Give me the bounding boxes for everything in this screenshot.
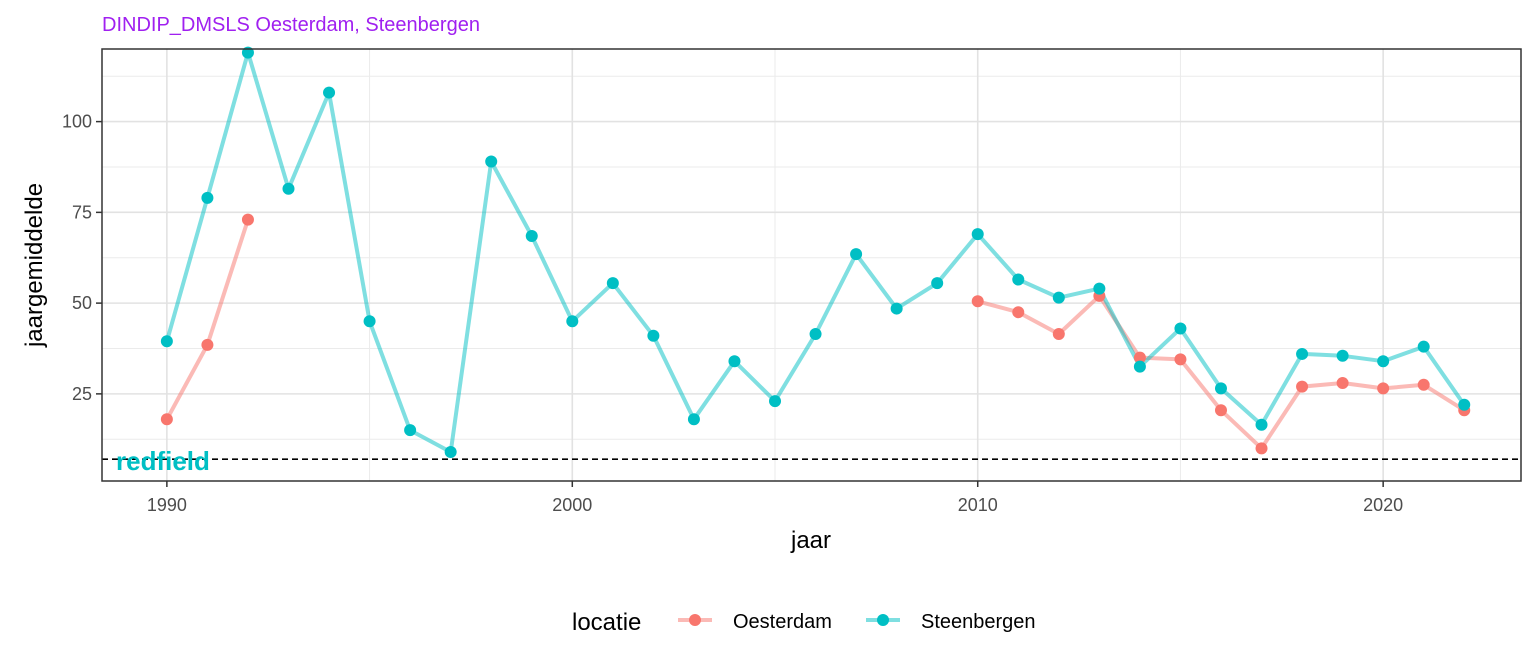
point-oesterdam-2016 [1214,404,1227,417]
x-tick-label: 2010 [958,495,998,515]
point-steenbergen-2001 [606,277,619,290]
point-steenbergen-2007 [850,248,863,261]
point-steenbergen-2020 [1377,355,1390,368]
point-steenbergen-2000 [566,315,579,328]
point-oesterdam-2015 [1174,353,1187,366]
point-steenbergen-2018 [1296,347,1309,360]
point-oesterdam-1990 [160,413,173,426]
legend: locatie Oesterdam Steenbergen [572,609,1036,636]
point-steenbergen-1991 [201,191,214,204]
y-tick-label: 75 [72,202,92,222]
point-oesterdam-2014 [1133,351,1146,364]
point-steenbergen-2004 [728,355,741,368]
point-steenbergen-2019 [1336,349,1349,362]
point-oesterdam-2018 [1296,380,1309,393]
y-axis: 25 50 75 100 [62,112,102,404]
series-line-oesterdam [164,217,250,422]
y-tick-label: 100 [62,112,92,132]
legend-label-steenbergen: Steenbergen [921,611,1036,633]
point-oesterdam-2019 [1336,376,1349,389]
point-steenbergen-2002 [647,329,660,342]
point-steenbergen-2013 [1093,282,1106,295]
point-steenbergen-2005 [769,395,782,408]
point-oesterdam-2020 [1377,382,1390,395]
point-oesterdam-1992 [241,213,254,226]
point-oesterdam-2021 [1417,378,1430,391]
point-oesterdam-2017 [1255,442,1268,455]
point-steenbergen-1997 [444,445,457,458]
point-oesterdam-2010 [971,295,984,308]
point-oesterdam-2012 [1052,327,1065,340]
point-steenbergen-1993 [282,182,295,195]
point-steenbergen-1994 [323,86,336,99]
series-line-oesterdam [975,293,1467,451]
series-line-steenbergen [164,50,1467,454]
legend-label-oesterdam: Oesterdam [733,611,832,633]
y-tick-label: 25 [72,384,92,404]
point-oesterdam-2011 [1012,306,1025,319]
x-tick-label: 1990 [147,495,187,515]
legend-items: Oesterdam Steenbergen [678,611,1036,633]
point-steenbergen-2003 [687,413,700,426]
reference-line-group: redfield [102,446,1521,476]
point-steenbergen-1995 [363,315,376,328]
x-tick-label: 2000 [552,495,592,515]
point-steenbergen-2012 [1052,291,1065,304]
y-axis-title: jaargemiddelde [21,183,48,348]
point-steenbergen-2011 [1012,273,1025,286]
reference-line-label: redfield [116,446,210,476]
point-steenbergen-2022 [1458,398,1471,411]
point-oesterdam-1991 [201,338,214,351]
point-steenbergen-2014 [1133,360,1146,373]
x-axis-title: jaar [790,527,831,554]
point-steenbergen-1999 [525,229,538,242]
point-steenbergen-2015 [1174,322,1187,335]
point-steenbergen-2016 [1214,382,1227,395]
point-steenbergen-2009 [931,277,944,290]
point-steenbergen-1996 [404,424,417,437]
legend-key-point-oesterdam [689,614,701,626]
point-steenbergen-2008 [890,302,903,315]
point-steenbergen-2021 [1417,340,1430,353]
legend-title: locatie [572,609,641,636]
point-steenbergen-1990 [160,335,173,348]
point-steenbergen-2017 [1255,418,1268,431]
chart-title: DINDIP_DMSLS Oesterdam, Steenbergen [102,14,480,36]
grid [102,49,1521,481]
y-tick-label: 50 [72,293,92,313]
x-axis: 1990 2000 2010 2020 [147,481,1403,515]
x-tick-label: 2020 [1363,495,1403,515]
point-steenbergen-2006 [809,327,822,340]
plot-panel-border [101,48,1522,482]
legend-key-point-steenbergen [877,614,889,626]
point-steenbergen-2010 [971,228,984,241]
series-lines [164,50,1467,454]
point-steenbergen-1998 [485,155,498,168]
